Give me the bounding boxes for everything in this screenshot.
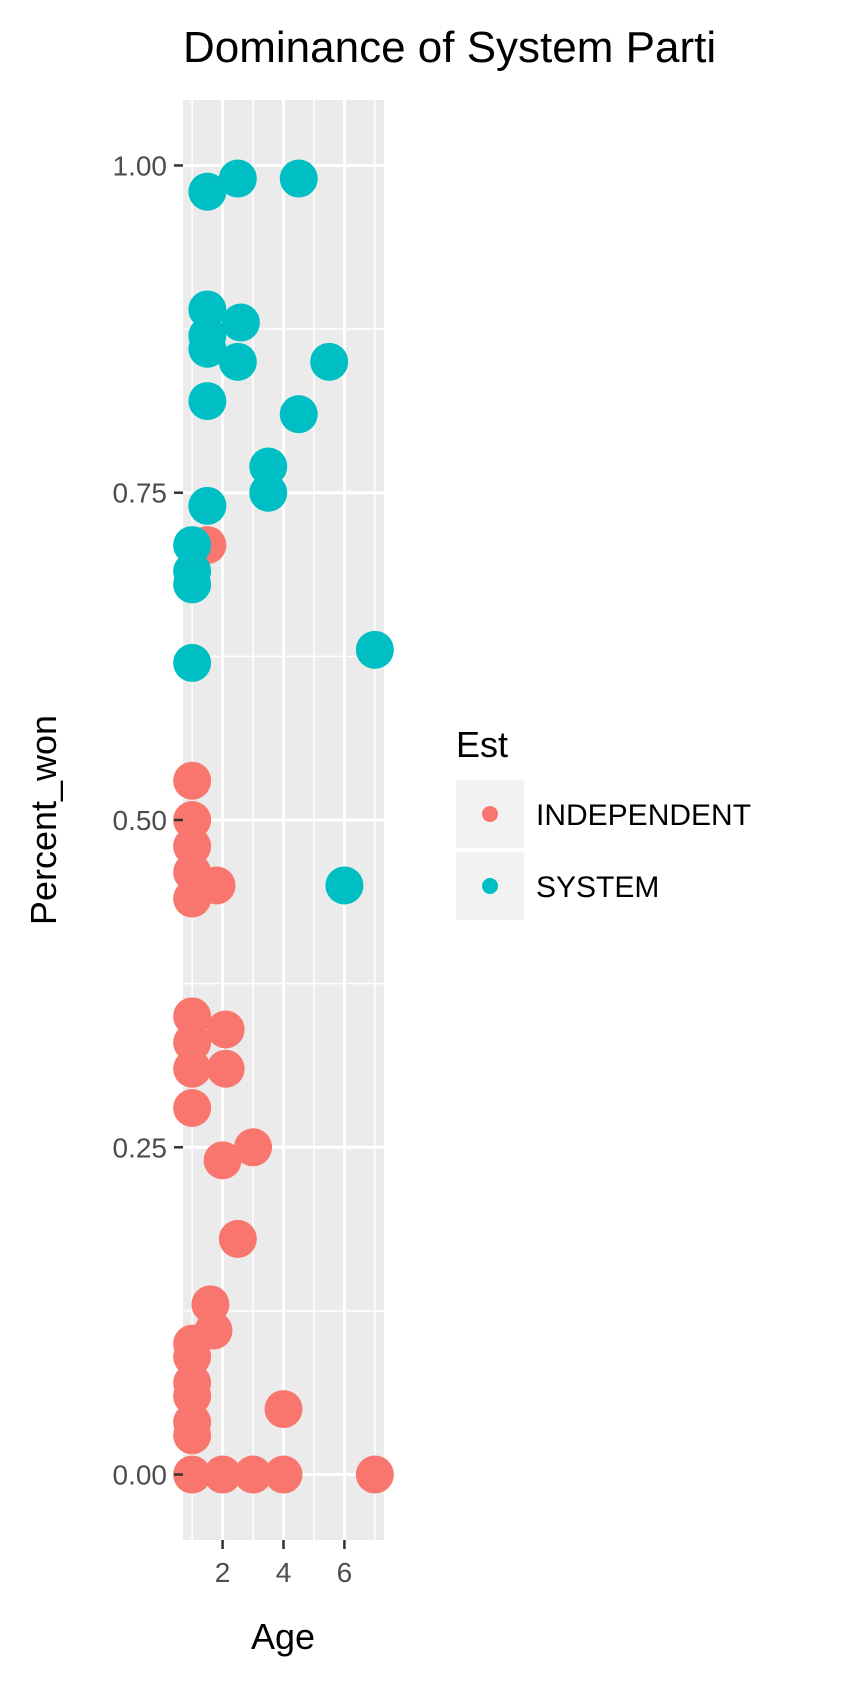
- independent-point: [173, 1023, 212, 1062]
- legend-title: Est: [456, 724, 508, 765]
- legend-marker-system: [482, 878, 498, 894]
- legend: Est INDEPENDENT SYSTEM: [456, 724, 751, 920]
- system-point: [279, 159, 318, 198]
- system-point: [188, 290, 227, 329]
- system-point: [173, 643, 212, 682]
- independent-point: [203, 1141, 242, 1180]
- independent-point: [206, 1010, 245, 1049]
- independent-point: [355, 1455, 394, 1494]
- y-tick-label: 0.50: [113, 805, 168, 836]
- system-point: [173, 526, 212, 565]
- legend-marker-independent: [482, 806, 498, 822]
- system-point: [221, 303, 260, 342]
- y-tick-label: 0.00: [113, 1460, 168, 1491]
- x-axis-title: Age: [251, 1616, 315, 1657]
- y-tick-label: 0.25: [113, 1132, 168, 1163]
- system-point: [310, 342, 349, 381]
- chart-title: Dominance of System Parti: [183, 23, 716, 72]
- legend-label-system: SYSTEM: [536, 871, 659, 904]
- independent-point: [173, 761, 212, 800]
- system-point: [355, 630, 394, 669]
- legend-label-independent: INDEPENDENT: [536, 799, 751, 832]
- system-point: [249, 473, 288, 512]
- independent-point: [264, 1390, 303, 1429]
- data-points: [173, 159, 394, 1494]
- independent-point: [234, 1128, 273, 1167]
- x-tick-label: 6: [337, 1557, 353, 1588]
- independent-point: [173, 997, 212, 1036]
- x-axis: 2 4 6: [215, 1540, 352, 1588]
- independent-point: [173, 827, 212, 866]
- system-point: [188, 382, 227, 421]
- system-point: [188, 172, 227, 211]
- independent-point: [264, 1455, 303, 1494]
- system-point: [218, 342, 257, 381]
- independent-point: [173, 1377, 212, 1415]
- system-point: [188, 329, 227, 368]
- independent-point: [173, 1089, 212, 1127]
- x-tick-label: 2: [215, 1557, 231, 1588]
- y-tick-label: 1.00: [113, 150, 168, 181]
- independent-point: [234, 1455, 273, 1494]
- system-point: [218, 159, 257, 198]
- independent-point: [206, 1049, 245, 1088]
- independent-point: [218, 1219, 257, 1258]
- independent-point: [197, 866, 236, 905]
- system-point: [249, 447, 288, 486]
- independent-point: [203, 1455, 242, 1494]
- independent-point: [173, 1455, 212, 1494]
- system-point: [173, 565, 212, 604]
- independent-point: [173, 1416, 212, 1455]
- y-axis: 0.00 0.25 0.50 0.75 1.00: [113, 150, 183, 1491]
- y-tick-label: 0.75: [113, 478, 168, 509]
- independent-point: [173, 801, 212, 839]
- independent-point: [173, 1049, 212, 1088]
- system-point: [325, 866, 364, 905]
- system-point: [188, 486, 227, 525]
- system-point: [279, 395, 318, 434]
- y-axis-title: Percent_won: [23, 715, 64, 925]
- x-tick-label: 4: [276, 1557, 292, 1588]
- independent-point: [173, 1337, 212, 1376]
